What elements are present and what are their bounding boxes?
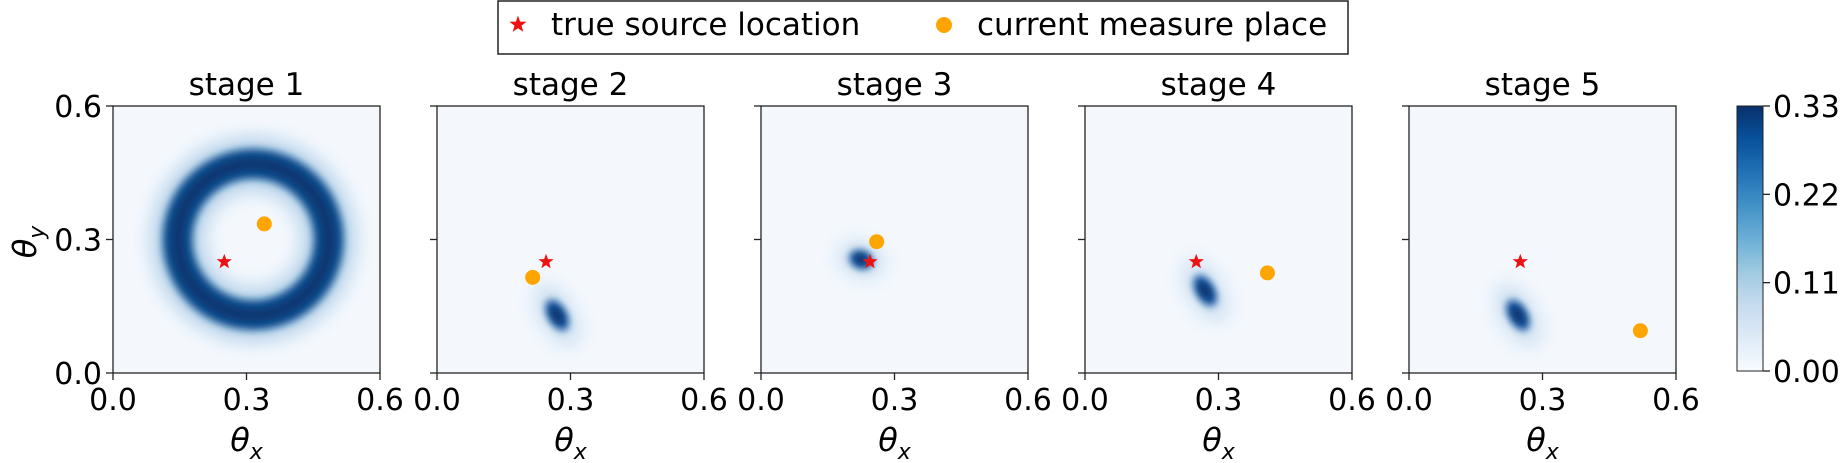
colorbar-tick-label: 0.33 <box>1773 90 1840 125</box>
x-axis-label-sub: x <box>1221 440 1236 463</box>
x-axis-label: θx <box>1202 421 1236 463</box>
x-axis-label-main: θ <box>1202 421 1222 459</box>
x-tick-label: 0.0 <box>1385 383 1433 418</box>
x-tick-label: 0.0 <box>413 383 461 418</box>
panel-stage-1: stage 1 0.0 0.3 0.6 0.0 0.3 0.6 θx <box>54 67 404 463</box>
x-axis-label-main: θ <box>230 421 250 459</box>
x-tick-label: 0.6 <box>1004 383 1052 418</box>
heatmap-background <box>1085 106 1352 373</box>
y-tick-label: 0.3 <box>54 224 102 259</box>
density-blob-core <box>1198 282 1212 300</box>
x-tick-label: 0.3 <box>547 383 595 418</box>
x-tick-label: 0.6 <box>356 383 404 418</box>
heatmap-density <box>149 135 357 344</box>
legend-circle-marker <box>936 17 952 33</box>
x-axis-label-main: θ <box>554 421 574 459</box>
y-axis-label-main: θ <box>6 239 44 259</box>
x-axis-label-main: θ <box>1526 421 1546 459</box>
x-axis-label-sub: x <box>573 440 588 463</box>
x-tick-label: 0.3 <box>223 383 271 418</box>
x-axis-label-sub: x <box>1545 440 1560 463</box>
true-source-star <box>538 253 554 269</box>
x-axis-label: θx <box>1526 421 1560 463</box>
true-source-star <box>862 253 878 269</box>
x-tick-label: 0.3 <box>1519 383 1567 418</box>
x-tick-label: 0.6 <box>680 383 728 418</box>
colorbar: 0.00 0.11 0.22 0.33 <box>1736 90 1840 390</box>
x-axis-label-sub: x <box>249 440 264 463</box>
y-tick-label: 0.6 <box>54 90 102 125</box>
measure-place-point <box>256 216 272 232</box>
measure-place-point <box>525 269 541 285</box>
panel-title: stage 2 <box>513 67 629 103</box>
measure-place-point <box>869 234 885 250</box>
panel-title: stage 3 <box>837 67 953 103</box>
y-tick-label: 0.0 <box>54 357 102 392</box>
x-axis-label-main: θ <box>878 421 898 459</box>
heatmap-density <box>1493 282 1543 348</box>
heatmap-density <box>1180 258 1230 324</box>
x-axis-label: θx <box>554 421 588 463</box>
x-tick-label: 0.0 <box>737 383 785 418</box>
x-axis-label-sub: x <box>897 440 912 463</box>
panel-title: stage 1 <box>189 67 305 103</box>
panel-stage-3: stage 3 0.0 0.3 0.6 θx <box>737 67 1052 463</box>
density-blob-core <box>854 254 868 265</box>
legend-frame <box>497 0 1349 55</box>
colorbar-tick-label: 0.22 <box>1773 178 1840 213</box>
measure-place-point <box>1259 265 1275 281</box>
x-tick-label: 0.0 <box>1061 383 1109 418</box>
colorbar-gradient <box>1736 105 1764 372</box>
x-tick-label: 0.6 <box>1652 383 1700 418</box>
x-tick-label: 0.3 <box>1195 383 1243 418</box>
panel-stage-5: stage 5 0.0 0.3 0.6 θx <box>1385 67 1700 463</box>
density-blob-core <box>550 306 564 324</box>
x-tick-label: 0.6 <box>1328 383 1376 418</box>
y-axis-label: θy <box>6 225 50 259</box>
x-tick-label: 0.0 <box>89 383 137 418</box>
x-axis-label: θx <box>878 421 912 463</box>
x-axis-label: θx <box>230 421 264 463</box>
panel-title: stage 4 <box>1161 67 1277 103</box>
legend: true source location current measure pla… <box>497 0 1349 55</box>
legend-label-true-source: true source location <box>551 7 860 43</box>
density-ring-core <box>171 157 335 322</box>
legend-label-measure-place: current measure place <box>977 7 1327 43</box>
true-source-star <box>1188 253 1204 269</box>
panel-stage-4: stage 4 0.0 0.3 0.6 θx <box>1061 67 1376 463</box>
heatmap-background <box>1409 106 1676 373</box>
legend-star-marker <box>509 15 527 32</box>
panel-title: stage 5 <box>1485 67 1601 103</box>
x-tick-label: 0.3 <box>871 383 919 418</box>
measure-place-point <box>1632 323 1648 339</box>
colorbar-tick-label: 0.00 <box>1773 355 1840 390</box>
panel-stage-2: stage 2 0.0 0.3 0.6 θx <box>413 67 728 463</box>
true-source-star <box>1512 253 1528 269</box>
colorbar-tick-label: 0.11 <box>1773 267 1840 302</box>
heatmap-density <box>532 282 582 348</box>
true-source-star <box>216 253 232 269</box>
heatmap-background <box>761 106 1028 373</box>
y-axis-label-sub: y <box>25 225 50 240</box>
density-blob-core <box>1511 306 1525 324</box>
